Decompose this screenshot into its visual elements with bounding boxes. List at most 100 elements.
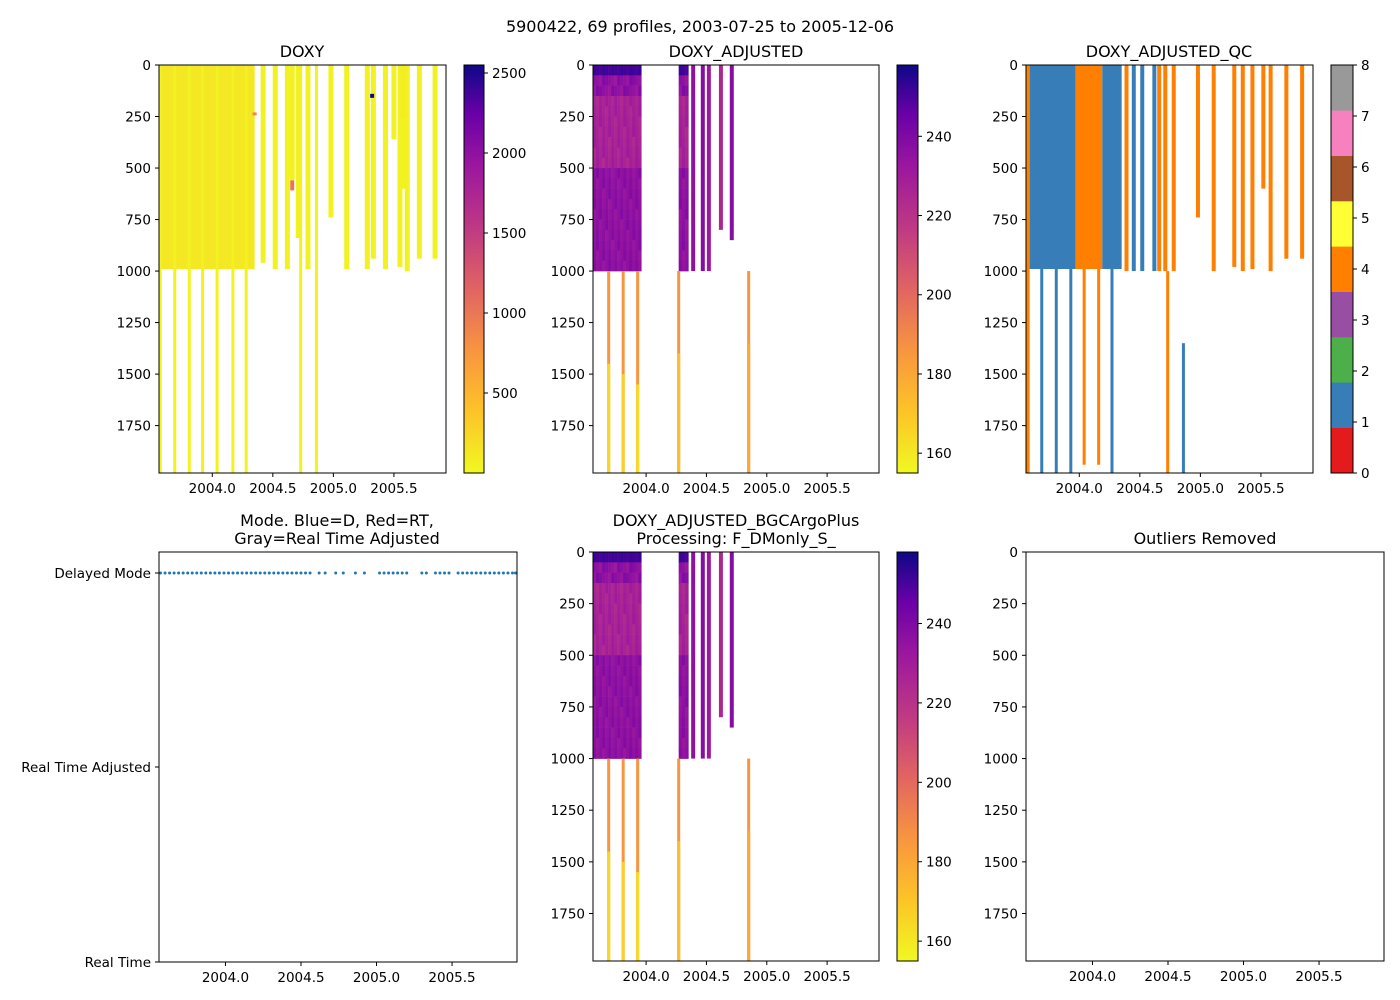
- doxy-adjusted-cell: [608, 157, 612, 169]
- bgc-cell: [596, 706, 600, 718]
- doxy-adjusted-cell: [614, 137, 618, 148]
- doxy-adjusted-cell: [608, 188, 612, 200]
- bgc-cell: [608, 634, 612, 646]
- mode-point: [285, 571, 289, 575]
- bgc-cell: [608, 717, 612, 728]
- doxy-adjusted-cell: [681, 85, 686, 97]
- doxy-adjusted-cell: [626, 240, 630, 251]
- bgc-cell: [678, 696, 683, 708]
- qc-deep-profile: [1082, 269, 1086, 465]
- bgc-colorbar-tick-label: 200: [926, 775, 952, 791]
- bgc-cell: [611, 686, 615, 697]
- doxy-adjusted-cell: [681, 219, 686, 231]
- mode-point: [465, 571, 469, 575]
- bgc-cell: [685, 593, 689, 604]
- bgc-cell: [632, 696, 636, 708]
- doxy-adjusted-cell: [614, 219, 618, 231]
- doxy_adjusted-x-tick-label: 2004.5: [683, 481, 730, 497]
- bgc-cell: [626, 655, 630, 666]
- doxy-adjusted-cell: [623, 198, 627, 210]
- bgc-cell: [629, 737, 633, 749]
- doxy-y-tick-label: 1250: [117, 316, 151, 332]
- bgc-cell: [626, 613, 630, 625]
- bgc-cell: [608, 665, 612, 677]
- bgc-cell: [602, 613, 606, 625]
- doxy-adjusted-cell: [632, 240, 636, 251]
- bgc-cell: [605, 675, 609, 687]
- doxy-adjusted-cell: [623, 168, 627, 179]
- bgc-cell: [596, 727, 600, 739]
- bgc-cell: [678, 737, 683, 749]
- bgc-cell: [629, 696, 633, 708]
- qc-colorbar-swatch: [1331, 291, 1353, 338]
- doxy-adjusted-cell: [611, 137, 615, 148]
- doxy-adjusted-cell: [635, 219, 639, 231]
- doxy-adjusted-cell: [685, 126, 689, 138]
- bgc-cell: [599, 686, 603, 697]
- bgc-cell: [620, 655, 624, 666]
- bgc-colorbar: [896, 551, 919, 962]
- bgc-cell: [626, 552, 630, 563]
- doxy-adjusted-cell: [614, 229, 618, 241]
- doxy-adjusted-cell: [596, 229, 600, 241]
- doxy-adjusted-cell: [617, 157, 621, 169]
- bgc-cell: [629, 593, 633, 604]
- doxy-adjusted-cell: [626, 65, 630, 76]
- bgc-cell: [602, 686, 606, 697]
- panel-bgc: DOXY_ADJUSTED_BGCArgoPlus Processing: F_…: [551, 511, 952, 985]
- doxy-adjusted-cell: [681, 116, 686, 128]
- doxy-adjusted-cell: [617, 240, 621, 251]
- mode-point: [391, 571, 395, 575]
- bgc-cell: [605, 613, 609, 625]
- bgc-cell: [599, 696, 603, 708]
- bgc-cell: [678, 727, 683, 739]
- bgc-cell: [635, 562, 639, 573]
- doxy_adjusted-y-tick-label: 750: [559, 213, 585, 229]
- mode-point: [208, 571, 212, 575]
- doxy-adjusted-cell: [632, 168, 636, 179]
- bgc-cell: [681, 655, 686, 666]
- mode-point: [420, 571, 424, 575]
- bgc-profile: [718, 552, 723, 718]
- outliers-y-tick-label: 250: [992, 597, 1018, 613]
- qc-colorbar-tick-label: 5: [1361, 211, 1370, 227]
- doxy-adjusted-cell: [608, 209, 612, 220]
- bgc-cell: [617, 593, 621, 604]
- bgc-cell: [678, 613, 683, 625]
- doxy-adjusted-cell: [632, 229, 636, 241]
- bgc-cell: [685, 603, 689, 615]
- doxy-adjusted-cell: [629, 147, 633, 159]
- qc-profile: [1152, 65, 1157, 272]
- doxy-adjusted-cell: [635, 157, 639, 169]
- doxy-adjusted-cell: [678, 219, 683, 231]
- bgc-cell: [685, 613, 689, 625]
- doxy-adjusted-cell: [596, 157, 600, 169]
- doxy-x-tick-label: 2005.0: [310, 481, 357, 497]
- doxy-adjusted-cell: [629, 126, 633, 138]
- mode-point: [168, 571, 172, 575]
- doxy_adjusted_qc-y-tick-label: 0: [1009, 58, 1018, 74]
- bgc-cell: [623, 552, 627, 563]
- doxy-adjusted-cell: [620, 106, 624, 117]
- doxy-adjusted-cell: [596, 260, 600, 272]
- bgc-cell: [638, 634, 642, 646]
- bgc-cell: [614, 562, 618, 573]
- bgc-cell: [599, 634, 603, 646]
- mode-point: [258, 571, 262, 575]
- doxy-adjusted-cell: [635, 137, 639, 148]
- bgc-cell: [629, 603, 633, 615]
- bgc-cell: [614, 727, 618, 739]
- bgc-cell: [608, 696, 612, 708]
- mode-point: [299, 571, 303, 575]
- bgc-cell: [614, 675, 618, 687]
- qc-block: [1026, 65, 1030, 473]
- mode-point: [353, 571, 357, 575]
- bgc-cell: [602, 624, 606, 635]
- mode-x-tick-label: 2004.5: [277, 970, 324, 986]
- bgc-cell: [599, 727, 603, 739]
- doxy-adjusted-cell: [685, 250, 689, 262]
- bgc-cell: [638, 552, 642, 563]
- bgc-cell: [678, 572, 683, 584]
- doxy_adjusted_qc-x-tick-label: 2005.0: [1177, 481, 1224, 497]
- bgc-cell: [593, 737, 597, 749]
